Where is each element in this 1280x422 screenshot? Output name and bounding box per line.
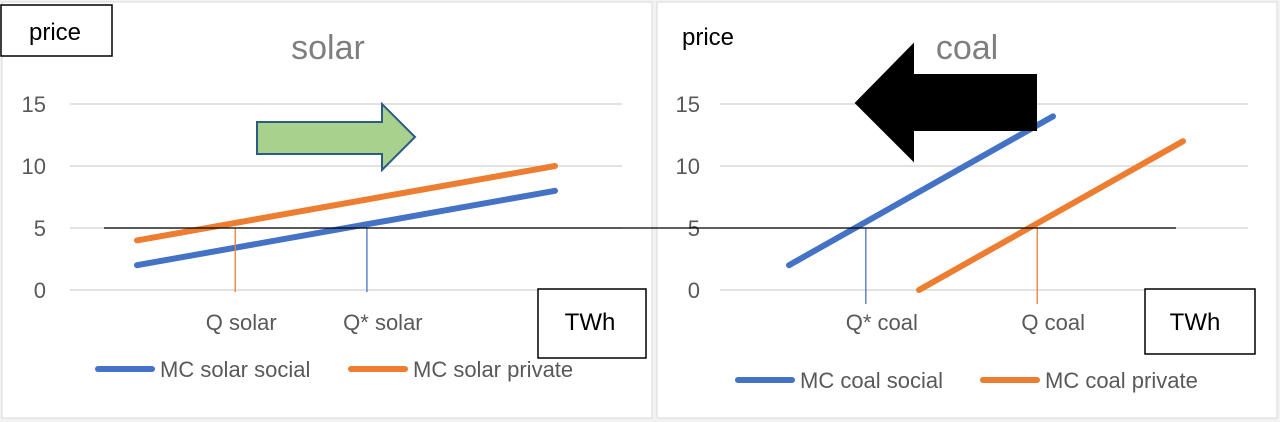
coal-x-axis-label-box (1144, 288, 1256, 355)
solar-x-axis-label: TWh (565, 309, 616, 336)
coal-chart-title: coal (936, 29, 998, 67)
solar-x-axis-label-box (537, 288, 647, 359)
coal-y-axis-label: price (682, 24, 734, 51)
solar-y-tick-label: 10 (22, 154, 46, 179)
solar-legend-label: MC solar private (413, 357, 573, 382)
solar-y-tick-label: 0 (34, 278, 46, 303)
solar-y-tick-labels: 0 5 10 15 (22, 92, 46, 303)
solar-legend: MC solar social MC solar private (95, 357, 573, 382)
solar-arrow-shape (256, 101, 417, 173)
coal-y-tick-label: 10 (676, 154, 700, 179)
coal-arrow-shape (854, 42, 1037, 163)
coal-x-axis-label: TWh (1170, 309, 1221, 336)
coal-legend-label: MC coal social (800, 368, 943, 393)
coal-quantity-marker-label: Q coal (1021, 310, 1085, 335)
solar-chart-title: solar (291, 29, 365, 67)
solar-y-axis-label-box (0, 4, 113, 57)
solar-y-tick-label: 15 (22, 92, 46, 117)
coal-series-marks: Q* coal Q coal (786, 113, 1186, 335)
coal-series-line-1 (786, 113, 1056, 269)
solar-quantity-marker-label: Q* solar (343, 310, 422, 335)
coal-quantity-marker-label: Q* coal (846, 310, 918, 335)
coal-y-tick-label: 15 (676, 92, 700, 117)
coal-y-tick-label: 0 (688, 278, 700, 303)
coal-arrow-icon (854, 42, 1037, 163)
coal-legend: MC coal social MC coal private (735, 368, 1198, 393)
solar-legend-label: MC solar social (160, 357, 310, 382)
solar-y-axis-label: price (29, 19, 81, 46)
coal-legend-label: MC coal private (1045, 368, 1198, 393)
solar-arrow-icon (256, 101, 417, 173)
solar-quantity-marker-label: Q solar (206, 310, 277, 335)
coal-series-line-2 (916, 138, 1186, 293)
solar-y-tick-label: 5 (34, 216, 46, 241)
